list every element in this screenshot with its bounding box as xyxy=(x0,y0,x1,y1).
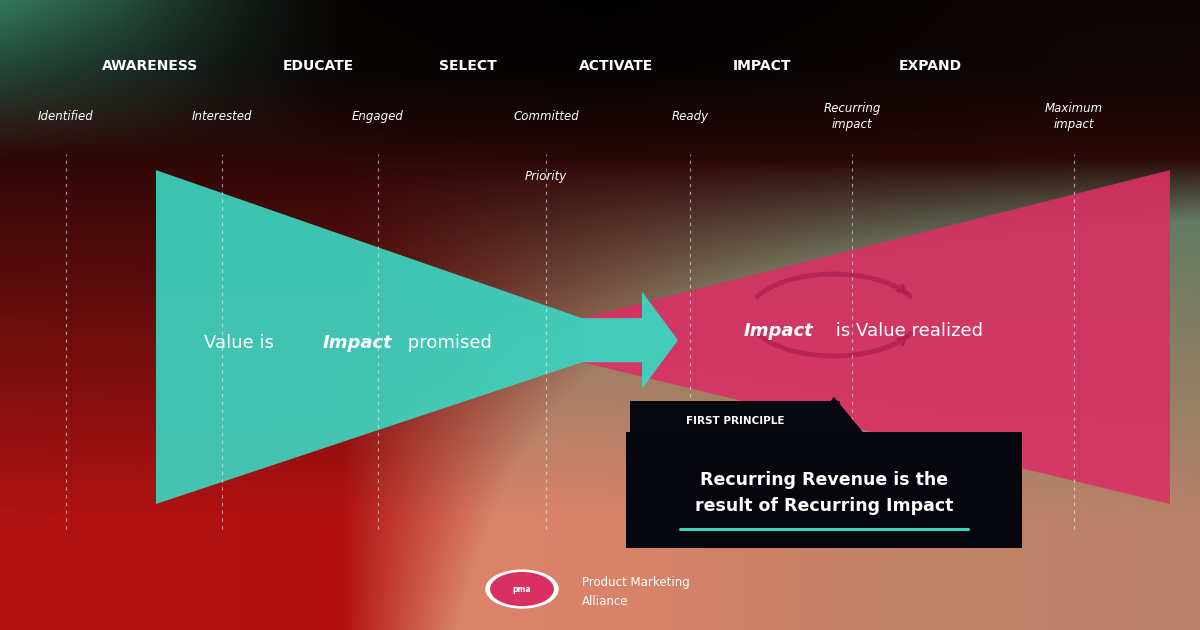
Circle shape xyxy=(491,573,553,605)
Text: Recurring Revenue is the: Recurring Revenue is the xyxy=(701,471,948,490)
FancyBboxPatch shape xyxy=(630,401,840,441)
FancyBboxPatch shape xyxy=(626,432,1022,548)
Text: Alliance: Alliance xyxy=(582,595,629,608)
Polygon shape xyxy=(582,292,678,389)
Text: Value is: Value is xyxy=(204,335,280,352)
Text: ACTIVATE: ACTIVATE xyxy=(578,59,653,73)
Text: EXPAND: EXPAND xyxy=(899,59,961,73)
Text: Ready: Ready xyxy=(672,110,708,123)
Text: Committed: Committed xyxy=(514,110,578,123)
Text: promised: promised xyxy=(402,335,492,352)
Text: Interested: Interested xyxy=(192,110,252,123)
Polygon shape xyxy=(800,397,868,438)
Polygon shape xyxy=(582,170,1170,504)
Text: EDUCATE: EDUCATE xyxy=(282,59,354,73)
Text: IMPACT: IMPACT xyxy=(733,59,791,73)
Text: Engaged: Engaged xyxy=(352,110,404,123)
Text: Identified: Identified xyxy=(38,110,94,123)
Text: Impact: Impact xyxy=(744,322,814,340)
Text: AWARENESS: AWARENESS xyxy=(102,59,198,73)
Text: is Value realized: is Value realized xyxy=(830,322,984,340)
Circle shape xyxy=(486,570,558,608)
Text: FIRST PRINCIPLE: FIRST PRINCIPLE xyxy=(685,416,785,426)
Polygon shape xyxy=(156,170,582,504)
Text: Maximum
impact: Maximum impact xyxy=(1045,102,1103,131)
Text: Product Marketing: Product Marketing xyxy=(582,576,690,589)
Text: Impact: Impact xyxy=(323,335,392,352)
Text: SELECT: SELECT xyxy=(439,59,497,73)
Text: Priority: Priority xyxy=(524,170,568,183)
Text: pma: pma xyxy=(512,585,532,593)
Text: Recurring
impact: Recurring impact xyxy=(823,102,881,131)
Text: result of Recurring Impact: result of Recurring Impact xyxy=(695,496,954,515)
